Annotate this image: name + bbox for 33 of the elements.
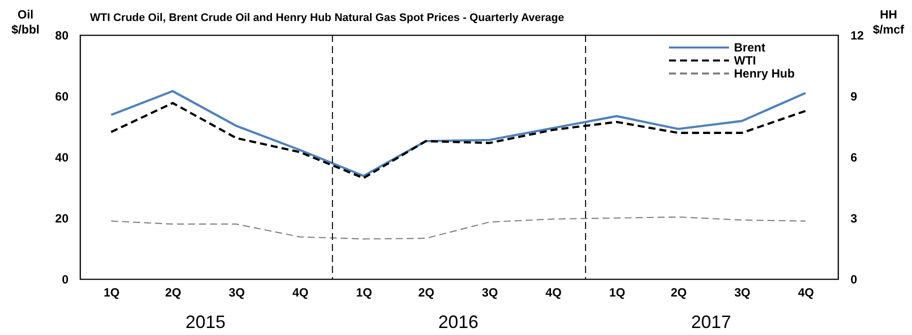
- y2-tick-label: 12: [850, 28, 864, 42]
- y-tick-label: 80: [55, 28, 69, 42]
- y-axis-title: Oil $/bbl: [11, 8, 40, 36]
- text: 2015: [186, 312, 226, 332]
- x-tick-label: 2Q: [670, 286, 687, 300]
- x-tick-label: 2Q: [418, 286, 434, 300]
- x-tick-label: 1Q: [356, 286, 372, 300]
- line-series: [110, 90, 807, 178]
- x-tick-label: 3Q: [734, 286, 750, 300]
- x-tick-label: 4Q: [546, 286, 562, 300]
- x-tick-label: 2Q: [165, 286, 182, 300]
- y-tick-label: 20: [55, 212, 69, 226]
- text: 2016: [438, 312, 478, 332]
- x-tick-label: 4Q: [798, 286, 814, 300]
- text: 2017: [691, 312, 732, 332]
- y-tick-label: 60: [55, 90, 69, 104]
- y2-tick-label: 9: [850, 90, 858, 104]
- x-tick-label: 1Q: [609, 286, 626, 300]
- line-series: [110, 216, 806, 240]
- x-tick-label: 3Q: [482, 286, 498, 300]
- y-tick-label: 40: [55, 150, 69, 164]
- x-tick-label: 3Q: [228, 286, 245, 300]
- y2-axis-title: HH $/mcf: [872, 8, 906, 36]
- y2-tick-label: 0: [850, 272, 858, 286]
- x-tick-label: 1Q: [104, 286, 120, 300]
- legend-label: Brent: [734, 40, 766, 54]
- y2-tick-label: 6: [850, 150, 858, 164]
- x-tick-label: 4Q: [292, 286, 308, 300]
- legend-label: Henry Hub: [734, 66, 795, 80]
- legend-label: WTI: [734, 54, 756, 68]
- chart-title: WTI Crude Oil, Brent Crude Oil and Henry Hub Natural Gas Spot Prices - Quarterly Average: [90, 12, 564, 24]
- y2-tick-label: 3: [850, 212, 858, 226]
- y-tick-label: 0: [62, 272, 69, 286]
